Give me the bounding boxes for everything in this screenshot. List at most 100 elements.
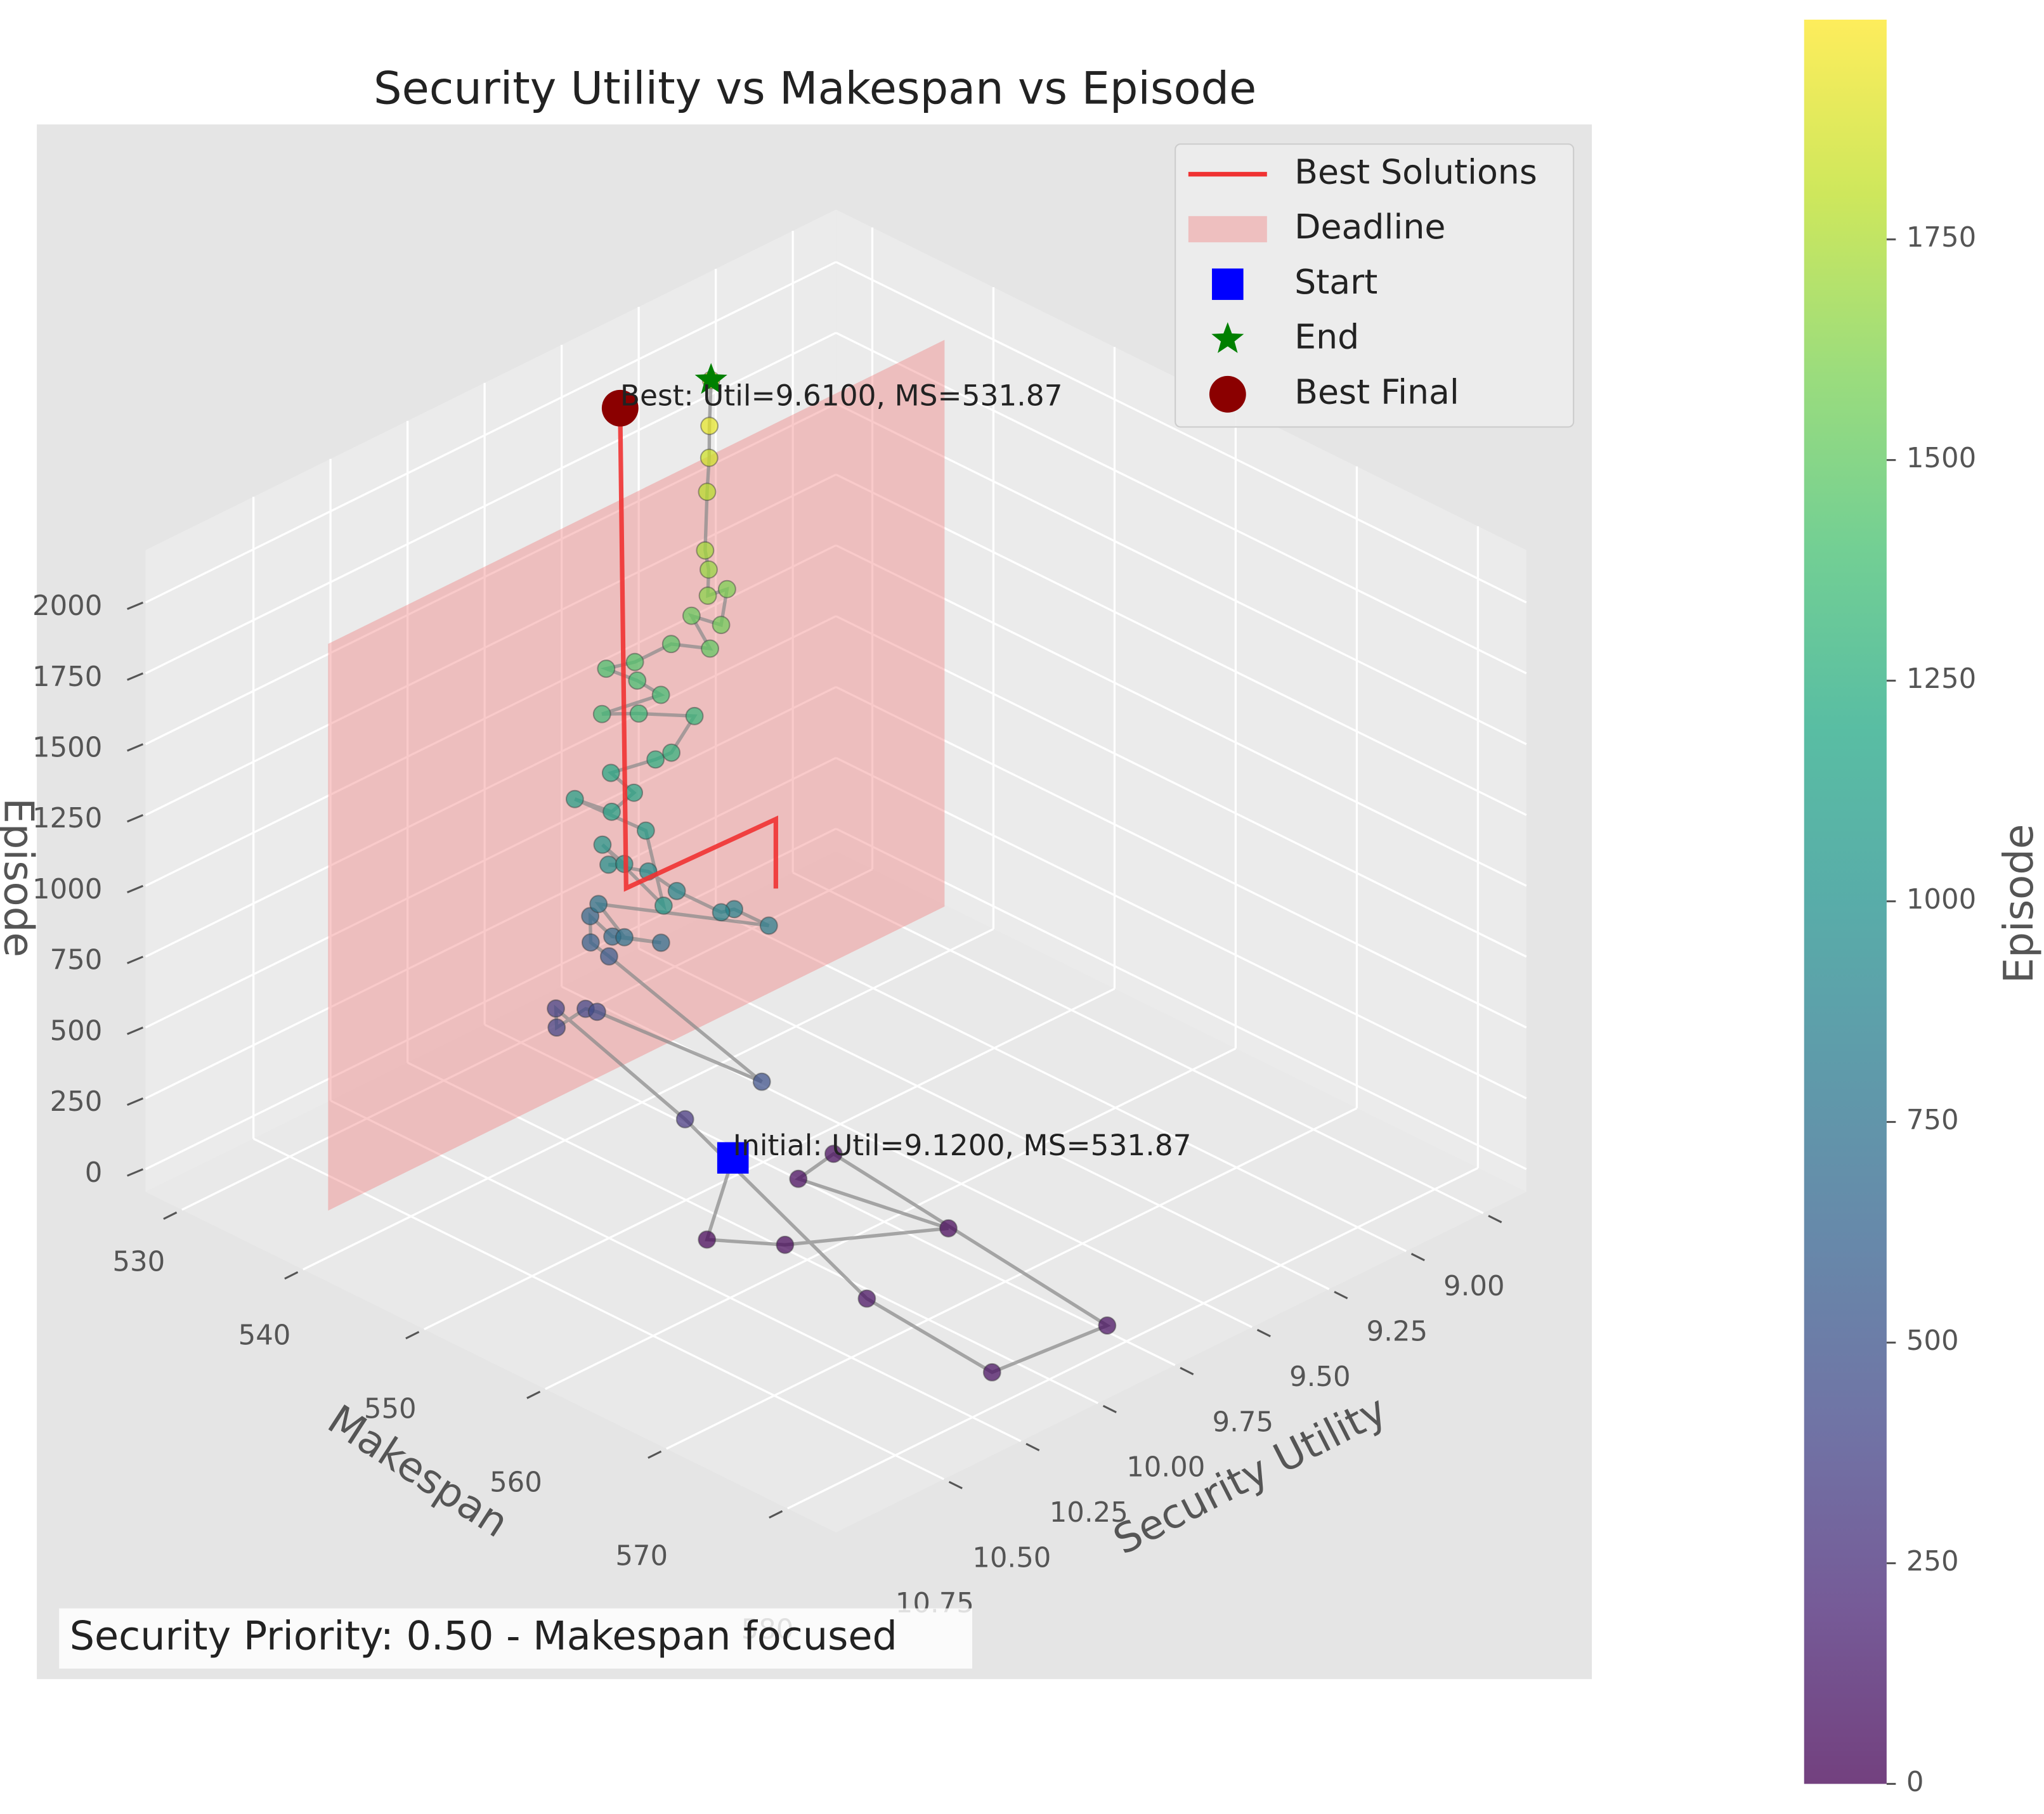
legend-label: Best Solutions [1294, 152, 1537, 191]
episode-point [629, 704, 648, 723]
grid-line [181, 868, 873, 1211]
episode-point [675, 1110, 694, 1129]
x-tick-mark [526, 1390, 541, 1399]
episode-point [625, 783, 644, 802]
episode-point [699, 560, 718, 579]
y-tick-mark [1488, 1215, 1502, 1224]
z-tick-label: 2000 [32, 590, 102, 622]
grid-line [835, 756, 1527, 1099]
y-tick-mark [1410, 1253, 1425, 1262]
grid-line [145, 827, 836, 1170]
grid-line [145, 332, 836, 675]
y-tick-mark [1102, 1404, 1117, 1413]
grid-line [715, 909, 1407, 1252]
y-tick-label: 10.50 [972, 1543, 1051, 1574]
z-tick-mark [127, 743, 144, 752]
episode-point [602, 802, 621, 821]
z-axis-label: Episode [0, 798, 41, 957]
legend-swatch [1209, 375, 1246, 413]
legend-swatch [1211, 322, 1244, 353]
episode-point [789, 1169, 808, 1188]
episode-point [939, 1219, 958, 1238]
y-tick-label: 9.00 [1443, 1271, 1505, 1302]
z-tick-label: 1750 [32, 661, 102, 693]
grid-line [145, 615, 836, 958]
footnote: Security Priority: 0.50 - Makespan focus… [70, 1612, 897, 1659]
grid-line [484, 1023, 1176, 1366]
grid-line [835, 473, 1527, 816]
z-tick-mark [127, 1097, 144, 1106]
grid-line [145, 544, 836, 887]
episode-point [565, 789, 584, 808]
episode-point [599, 947, 618, 966]
z-tick-mark [127, 1027, 144, 1035]
z-tick-label: 0 [85, 1157, 103, 1189]
x-tick-mark [284, 1271, 299, 1280]
episode-point [587, 1002, 606, 1021]
y-tick-mark [1334, 1290, 1348, 1300]
end-marker [694, 363, 727, 394]
z-tick-mark [127, 672, 144, 681]
y-tick-mark [1256, 1328, 1271, 1338]
episode-point [696, 541, 715, 560]
colorbar-tick-label: 1500 [1906, 443, 1976, 474]
grid-line [145, 756, 836, 1099]
grid-line [145, 686, 836, 1029]
legend-frame [1175, 143, 1575, 428]
grid-line [638, 947, 1330, 1290]
episode-point [1098, 1316, 1117, 1335]
legend-swatch [1188, 216, 1267, 243]
grid-line [303, 928, 994, 1271]
legend-swatch [1212, 268, 1244, 301]
x-tick-mark [405, 1331, 420, 1340]
colorbar-tick-label: 1250 [1906, 663, 1976, 695]
grid-line [835, 686, 1527, 1029]
x-tick-mark [648, 1450, 662, 1459]
episode-point [717, 580, 736, 599]
colorbar-tick-label: 1000 [1906, 884, 1976, 916]
x-tick-label: 560 [490, 1467, 542, 1498]
episode-point [547, 1018, 566, 1037]
grid-line [330, 1099, 1022, 1442]
z-tick-mark [127, 956, 144, 964]
z-tick-mark [127, 884, 144, 893]
y-tick-label: 10.25 [1050, 1497, 1128, 1529]
episode-point [597, 659, 616, 678]
y-tick-mark [1180, 1366, 1194, 1375]
annotation: Best: Util=9.6100, MS=531.87 [620, 379, 1063, 413]
episode-point [982, 1363, 1001, 1382]
grid-line [545, 1047, 1237, 1390]
z-tick-label: 500 [50, 1015, 103, 1047]
episode-point [685, 706, 704, 725]
z-tick-mark [127, 814, 144, 823]
grid-line [145, 403, 836, 746]
episode-point [581, 907, 600, 926]
x-tick-label: 540 [238, 1320, 291, 1352]
grid-line [424, 987, 1116, 1330]
episode-point [592, 704, 611, 723]
episode-point [857, 1289, 876, 1308]
z-tick-label: 1500 [32, 732, 102, 763]
legend-label: Deadline [1294, 207, 1445, 247]
x-tick-mark [163, 1211, 178, 1220]
grid-line [835, 403, 1527, 746]
colorbar-tick-label: 500 [1906, 1325, 1959, 1357]
grid-line [835, 827, 1527, 1170]
legend-label: Best Final [1294, 372, 1459, 411]
z-tick-mark [127, 1168, 144, 1177]
grid-line [252, 1137, 944, 1480]
annotation: Initial: Util=9.1200, MS=531.87 [733, 1129, 1192, 1162]
episode-point [682, 606, 701, 625]
episode-point [628, 671, 647, 690]
episode-point [698, 483, 717, 502]
colorbar [1804, 19, 1887, 1784]
y-tick-label: 9.75 [1213, 1406, 1274, 1438]
footnote-box [59, 1608, 973, 1669]
legend-label: Start [1294, 262, 1377, 302]
episode-point [700, 417, 719, 436]
grid-line [835, 615, 1527, 958]
z-tick-mark [127, 601, 144, 611]
episode-point [712, 903, 731, 922]
y-tick-mark [948, 1480, 963, 1489]
y-tick-label: 9.25 [1367, 1316, 1428, 1347]
